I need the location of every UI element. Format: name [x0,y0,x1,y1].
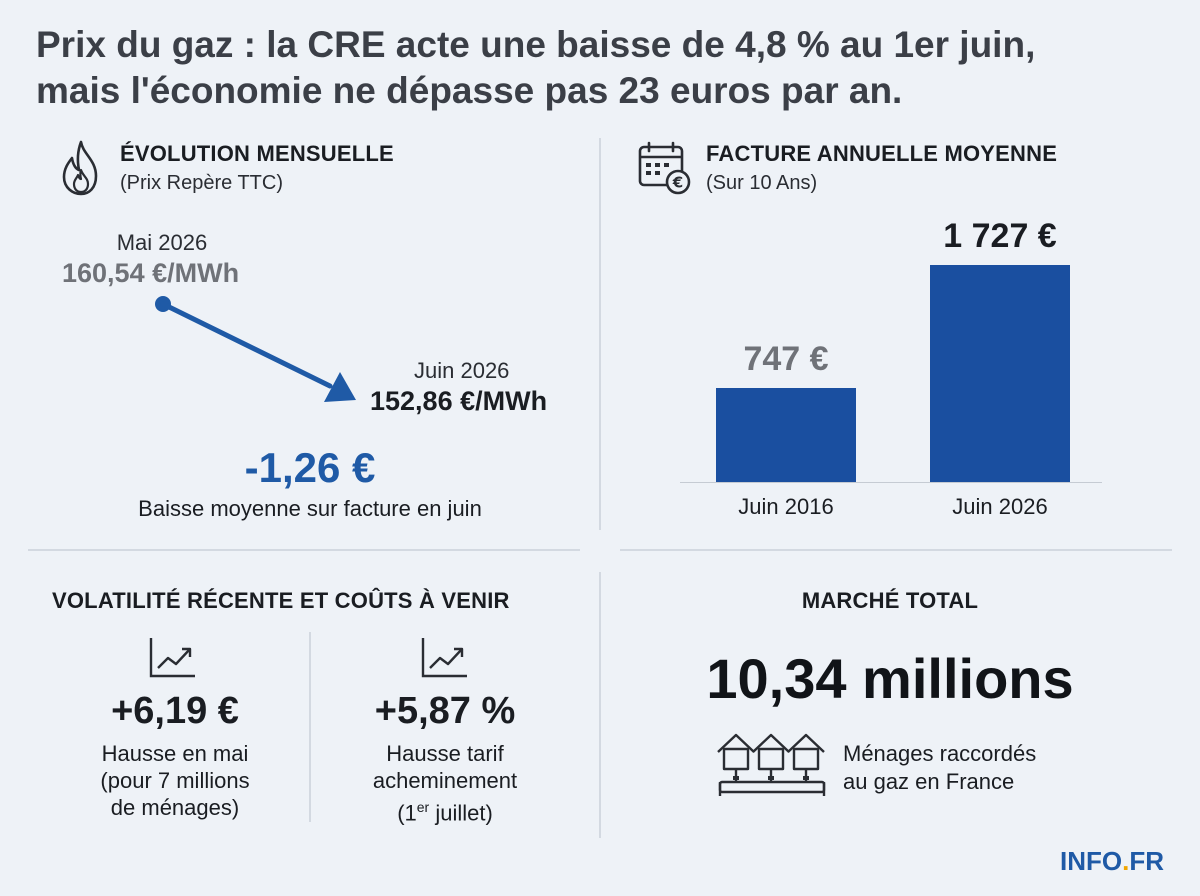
delta-value: -1,26 € [244,444,376,491]
market-caption: Ménages raccordés au gaz en France [843,740,1036,796]
transport-increase-caption: Hausse tarif acheminement (1er juillet) [335,740,555,826]
bar-2 [930,265,1070,482]
chart-baseline [680,482,1102,483]
volatility-heading: VOLATILITÉ RÉCENTE ET COÛTS À VENIR [52,588,510,613]
divider-left-horizontal [28,549,580,551]
price-trend-arrow [150,290,370,425]
divider-right-horizontal [620,549,1172,551]
start-period-label: Mai 2026 [116,230,208,255]
bar-1 [716,388,856,482]
brand-name: INFO [1060,846,1123,876]
divider-top-vertical [599,138,601,530]
may-caption-line-3: de ménages) [110,795,240,820]
may-caption-line-1: Hausse en mai [101,741,249,766]
market-total-value: 10,34 millions [706,647,1074,710]
market-caption-line-1: Ménages raccordés [843,741,1037,766]
caption-line-3-sup: er [416,799,430,815]
facture-bar-chart: 747 € Juin 2016 1 727 € Juin 2026 [680,217,1120,530]
divider-volatility-inner [309,632,311,822]
brand-dot: . [1122,846,1130,876]
market-caption-line-2: au gaz en France [843,769,1015,794]
houses-pipeline-icon [716,730,828,802]
calendar-euro-icon: € [636,140,692,196]
caption-line-3-post: juillet) [429,800,493,826]
transport-increase-value: +5,87 % [374,690,516,732]
page-title: Prix du gaz : la CRE acte une baisse de … [36,22,1156,114]
brand-logo: INFO.FR [1060,846,1164,877]
transport-caption-line-2: acheminement [372,768,518,793]
delta-caption: Baisse moyenne sur facture en juin [138,496,482,521]
bar-value-label-1: 747 € [743,340,829,378]
start-price-value: 160,54 €/MWh [62,258,240,288]
end-price-value: 152,86 €/MWh [370,386,548,416]
transport-caption-line-3: (1er juillet) [335,794,555,826]
trend-up-icon [420,636,470,680]
facture-heading: FACTURE ANNUELLE MOYENNE [706,141,1058,166]
market-heading: MARCHÉ TOTAL [801,588,979,613]
title-line-1: Prix du gaz : la CRE acte une baisse de … [36,24,1036,65]
evolution-heading: ÉVOLUTION MENSUELLE [120,141,394,166]
caption-line-3-pre: (1 [397,800,417,826]
transport-caption-line-1: Hausse tarif [386,741,504,766]
may-increase-caption: Hausse en mai (pour 7 millions de ménage… [70,740,280,821]
facture-subheading: (Sur 10 Ans) [706,172,818,194]
title-line-2: mais l'économie ne dépasse pas 23 euros … [36,70,903,111]
may-caption-line-2: (pour 7 millions [100,768,250,793]
may-increase-value: +6,19 € [111,690,239,732]
evolution-subheading: (Prix Repère TTC) [120,172,283,194]
svg-text:€: € [672,174,683,192]
brand-tld: FR [1129,846,1165,876]
divider-bottom-vertical [599,572,601,838]
flame-icon [56,138,106,198]
bar-value-label-2: 1 727 € [943,217,1057,255]
category-label-2: Juin 2026 [952,494,1048,519]
category-label-1: Juin 2016 [738,494,834,519]
trend-up-icon [148,636,198,680]
end-period-label: Juin 2026 [414,358,510,383]
